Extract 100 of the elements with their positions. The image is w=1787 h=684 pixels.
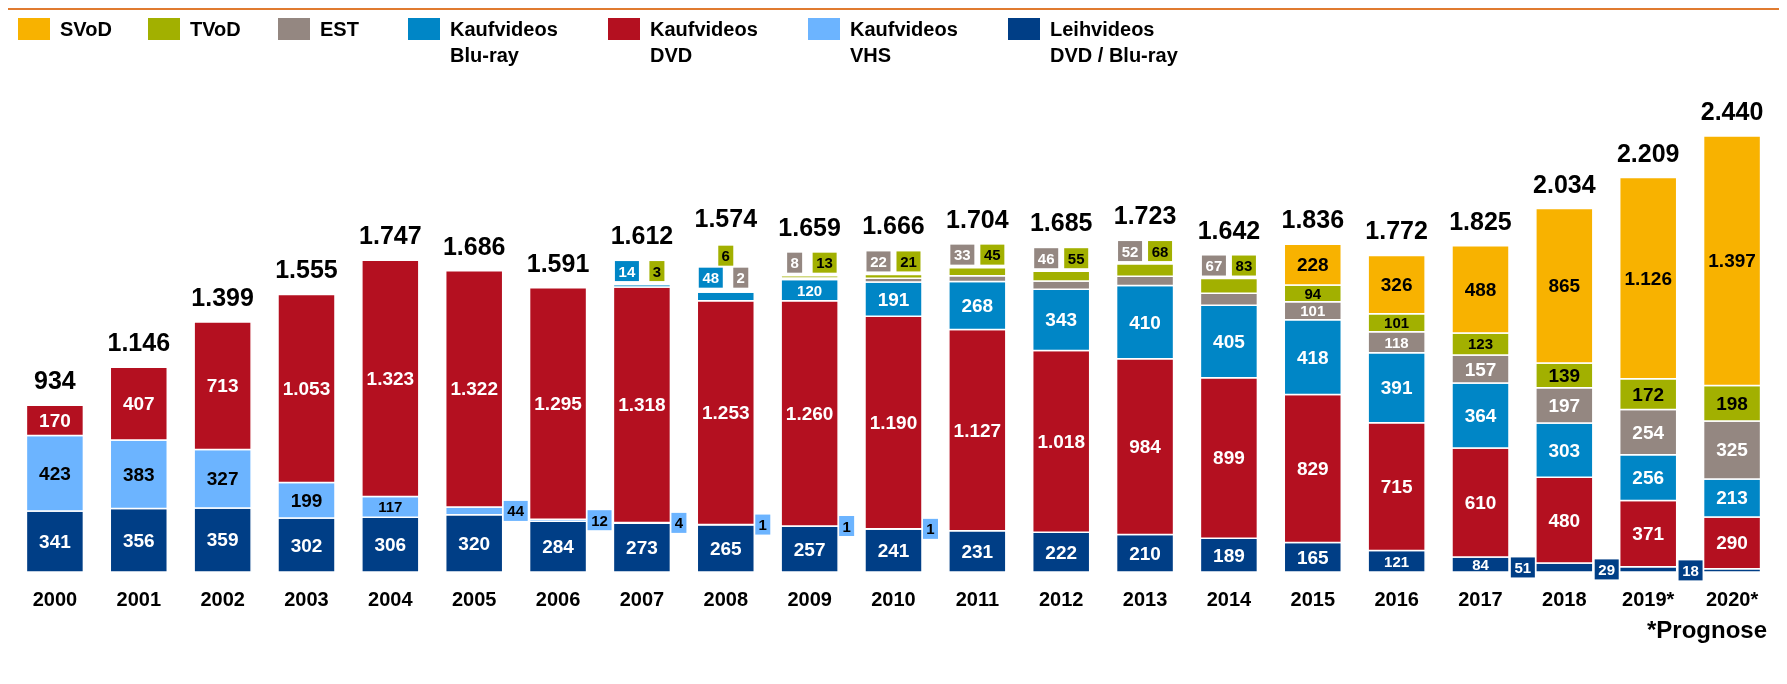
data-label: 94 xyxy=(1304,284,1322,302)
data-label: 3 xyxy=(652,262,662,280)
data-label: 120 xyxy=(797,281,823,299)
data-label: 8 xyxy=(790,254,799,272)
x-tick-label: 2000 xyxy=(32,588,78,611)
data-label: 191 xyxy=(877,288,910,310)
total-label: 1.686 xyxy=(442,231,506,260)
total-label: 1.555 xyxy=(275,255,338,284)
legend-label: Leihvideos DVD / Blu-ray xyxy=(1050,17,1179,68)
data-label: 231 xyxy=(961,540,994,562)
data-label: 713 xyxy=(206,375,239,397)
data-label: 189 xyxy=(1213,544,1245,566)
x-tick-label: 2016 xyxy=(1374,588,1419,611)
legend-label: Kaufvideos Blu-ray xyxy=(450,17,559,68)
data-label: 14 xyxy=(618,262,636,280)
data-label: 83 xyxy=(1235,257,1253,275)
data-label: 1.190 xyxy=(869,412,918,433)
data-label: 172 xyxy=(1632,383,1665,405)
data-label: 21 xyxy=(900,252,917,270)
x-tick-label: 2011 xyxy=(955,588,1000,611)
data-label: 715 xyxy=(1380,476,1413,498)
data-label: 865 xyxy=(1548,275,1581,297)
data-label: 48 xyxy=(702,269,720,287)
data-label: 320 xyxy=(458,532,491,554)
data-label: 341 xyxy=(39,531,72,553)
data-label: 290 xyxy=(1716,532,1748,554)
data-label: 391 xyxy=(1380,377,1413,399)
data-label: 1 xyxy=(758,516,767,534)
data-label: 6 xyxy=(721,247,730,265)
data-label: 984 xyxy=(1129,436,1162,458)
data-label: 45 xyxy=(984,246,1001,264)
data-label: 222 xyxy=(1045,541,1078,563)
total-label: 1.685 xyxy=(1029,208,1093,237)
legend-label: Kaufvideos DVD xyxy=(650,17,759,68)
data-label: 228 xyxy=(1296,254,1329,276)
data-label: 52 xyxy=(1121,242,1139,260)
data-label: 256 xyxy=(1632,467,1665,489)
data-label: 170 xyxy=(39,409,71,431)
data-label: 198 xyxy=(1716,392,1748,414)
legend-label: EST xyxy=(320,17,360,42)
x-tick-label: 2006 xyxy=(535,588,581,611)
data-label: 405 xyxy=(1213,331,1246,352)
data-label: 13 xyxy=(816,254,833,272)
total-label: 1.146 xyxy=(107,328,171,357)
total-label: 2.209 xyxy=(1616,138,1680,167)
data-label: 55 xyxy=(1067,249,1085,267)
total-label: 2.034 xyxy=(1533,169,1596,198)
data-label: 325 xyxy=(1716,439,1749,461)
data-label: 22 xyxy=(870,252,887,270)
data-label: 117 xyxy=(378,498,403,516)
x-tick-label: 2010 xyxy=(871,588,916,611)
x-tick-label: 2017 xyxy=(1458,588,1503,611)
x-tick-label: 2015 xyxy=(1290,588,1336,611)
data-label: 121 xyxy=(1384,552,1410,570)
x-tick-label: 2008 xyxy=(703,588,749,611)
data-label: 44 xyxy=(507,502,525,520)
data-label: 488 xyxy=(1464,278,1497,300)
data-label: 273 xyxy=(626,537,658,559)
data-label: 257 xyxy=(793,538,826,560)
x-tick-label: 2009 xyxy=(787,588,832,611)
total-label: 2.440 xyxy=(1700,97,1764,125)
legend-label: TVoD xyxy=(190,17,242,42)
data-label: 1.323 xyxy=(366,367,415,389)
text: *Prognose xyxy=(1645,616,1768,644)
data-label: 1 xyxy=(926,520,935,538)
data-label: 1.397 xyxy=(1708,250,1756,272)
data-label: 12 xyxy=(591,511,608,529)
data-label: 371 xyxy=(1632,523,1665,545)
data-label: 1.127 xyxy=(953,419,1002,441)
data-label: 165 xyxy=(1296,546,1330,568)
data-label: 241 xyxy=(877,539,910,561)
data-label: 359 xyxy=(206,529,239,551)
data-label: 418 xyxy=(1296,346,1329,368)
data-label: 268 xyxy=(961,295,994,317)
data-label: 1.318 xyxy=(618,394,666,416)
data-label: 423 xyxy=(39,462,71,484)
data-label: 84 xyxy=(1472,556,1490,573)
total-label: 1.574 xyxy=(694,203,758,232)
data-label: 302 xyxy=(290,534,323,556)
total-label: 1.591 xyxy=(526,248,590,277)
data-label: 29 xyxy=(1598,560,1616,578)
data-label: 306 xyxy=(374,534,407,556)
data-label: 899 xyxy=(1213,447,1245,469)
total-label: 1.399 xyxy=(191,283,254,312)
data-label: 480 xyxy=(1548,509,1581,531)
x-tick-label: 2014 xyxy=(1206,588,1253,611)
data-label: 68 xyxy=(1151,242,1169,260)
total-label: 1.747 xyxy=(359,221,422,250)
x-tick-label: 2012 xyxy=(1038,588,1084,611)
total-label: 1.836 xyxy=(1281,205,1345,234)
data-label: 364 xyxy=(1464,405,1497,427)
data-label: 139 xyxy=(1548,364,1581,386)
total-label: 1.723 xyxy=(1113,201,1177,230)
data-label: 1.322 xyxy=(450,378,498,400)
data-label: 51 xyxy=(1514,558,1532,576)
data-label: 101 xyxy=(1300,302,1326,320)
data-label: 157 xyxy=(1464,358,1497,380)
x-tick-label: 2005 xyxy=(451,588,497,611)
x-tick-label: 2019* xyxy=(1622,588,1675,611)
total-label: 1.659 xyxy=(778,212,841,241)
